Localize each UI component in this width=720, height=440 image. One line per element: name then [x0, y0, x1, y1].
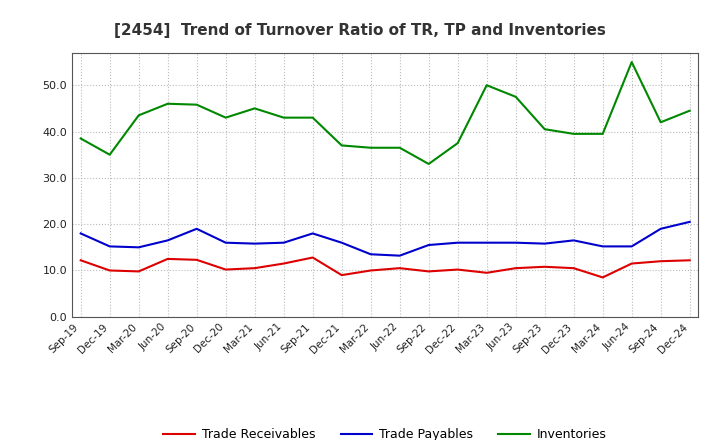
- Inventories: [424, 161, 433, 167]
- Inventories: [251, 106, 259, 111]
- Inventories: [338, 143, 346, 148]
- Trade Payables: [541, 241, 549, 246]
- Inventories: [163, 101, 172, 106]
- Line: Inventories: Inventories: [81, 62, 690, 164]
- Inventories: [395, 145, 404, 150]
- Inventories: [454, 140, 462, 146]
- Trade Payables: [657, 226, 665, 231]
- Trade Receivables: [251, 265, 259, 271]
- Trade Payables: [424, 242, 433, 248]
- Trade Payables: [163, 238, 172, 243]
- Inventories: [105, 152, 114, 158]
- Trade Receivables: [541, 264, 549, 269]
- Trade Payables: [598, 244, 607, 249]
- Inventories: [511, 94, 520, 99]
- Trade Receivables: [627, 261, 636, 266]
- Trade Payables: [338, 240, 346, 246]
- Trade Payables: [454, 240, 462, 246]
- Trade Payables: [192, 226, 201, 231]
- Trade Receivables: [338, 272, 346, 278]
- Line: Trade Receivables: Trade Receivables: [81, 257, 690, 278]
- Trade Receivables: [511, 265, 520, 271]
- Inventories: [366, 145, 375, 150]
- Trade Payables: [627, 244, 636, 249]
- Trade Receivables: [221, 267, 230, 272]
- Trade Receivables: [105, 268, 114, 273]
- Inventories: [541, 127, 549, 132]
- Inventories: [221, 115, 230, 120]
- Trade Receivables: [657, 259, 665, 264]
- Trade Payables: [76, 231, 85, 236]
- Trade Receivables: [482, 270, 491, 275]
- Inventories: [135, 113, 143, 118]
- Inventories: [279, 115, 288, 120]
- Trade Receivables: [192, 257, 201, 263]
- Trade Payables: [135, 245, 143, 250]
- Inventories: [308, 115, 317, 120]
- Inventories: [570, 131, 578, 136]
- Trade Receivables: [454, 267, 462, 272]
- Trade Payables: [685, 219, 694, 224]
- Trade Receivables: [279, 261, 288, 266]
- Trade Receivables: [366, 268, 375, 273]
- Trade Payables: [570, 238, 578, 243]
- Inventories: [657, 120, 665, 125]
- Trade Payables: [279, 240, 288, 246]
- Trade Receivables: [598, 275, 607, 280]
- Text: [2454]  Trend of Turnover Ratio of TR, TP and Inventories: [2454] Trend of Turnover Ratio of TR, TP…: [114, 23, 606, 38]
- Line: Trade Payables: Trade Payables: [81, 222, 690, 256]
- Inventories: [76, 136, 85, 141]
- Inventories: [482, 83, 491, 88]
- Trade Payables: [366, 252, 375, 257]
- Trade Receivables: [395, 265, 404, 271]
- Trade Payables: [221, 240, 230, 246]
- Inventories: [685, 108, 694, 114]
- Trade Payables: [105, 244, 114, 249]
- Trade Payables: [251, 241, 259, 246]
- Trade Receivables: [570, 265, 578, 271]
- Trade Payables: [395, 253, 404, 258]
- Trade Receivables: [308, 255, 317, 260]
- Inventories: [598, 131, 607, 136]
- Trade Payables: [308, 231, 317, 236]
- Trade Receivables: [135, 269, 143, 274]
- Trade Receivables: [163, 256, 172, 261]
- Legend: Trade Receivables, Trade Payables, Inventories: Trade Receivables, Trade Payables, Inven…: [158, 423, 612, 440]
- Trade Receivables: [424, 269, 433, 274]
- Trade Receivables: [685, 258, 694, 263]
- Inventories: [192, 102, 201, 107]
- Trade Payables: [511, 240, 520, 246]
- Trade Payables: [482, 240, 491, 246]
- Trade Receivables: [76, 258, 85, 263]
- Inventories: [627, 59, 636, 65]
